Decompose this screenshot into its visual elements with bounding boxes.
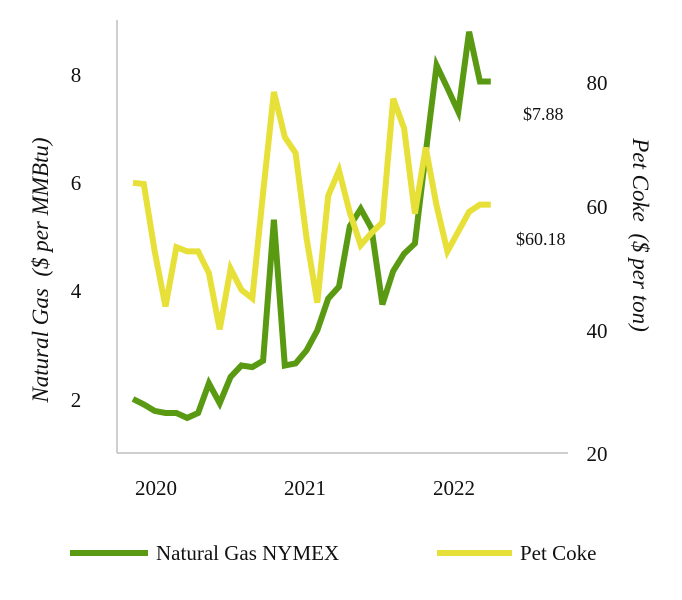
pet-coke-end-label: $60.18 bbox=[516, 229, 566, 249]
right-tick-40: 40 bbox=[587, 319, 608, 343]
pet-coke-series-line bbox=[132, 91, 491, 330]
x-tick-2020: 2020 bbox=[135, 476, 177, 500]
right-axis-title: Pet Coke ($ per ton) bbox=[628, 137, 653, 332]
natural-gas-end-label: $7.88 bbox=[523, 104, 564, 124]
left-tick-2: 2 bbox=[71, 388, 82, 412]
left-tick-6: 6 bbox=[71, 171, 82, 195]
legend-label-natural-gas: Natural Gas NYMEX bbox=[156, 541, 339, 565]
right-tick-20: 20 bbox=[587, 442, 608, 466]
legend-label-pet-coke: Pet Coke bbox=[520, 541, 596, 565]
right-tick-80: 80 bbox=[587, 71, 608, 95]
left-axis-title: Natural Gas ($ per MMBtu) bbox=[28, 137, 53, 403]
right-tick-60: 60 bbox=[587, 195, 608, 219]
x-tick-2021: 2021 bbox=[284, 476, 326, 500]
x-tick-2022: 2022 bbox=[433, 476, 475, 500]
left-tick-4: 4 bbox=[71, 279, 82, 303]
natural-gas-series-line bbox=[131, 31, 491, 422]
left-tick-8: 8 bbox=[71, 63, 82, 87]
